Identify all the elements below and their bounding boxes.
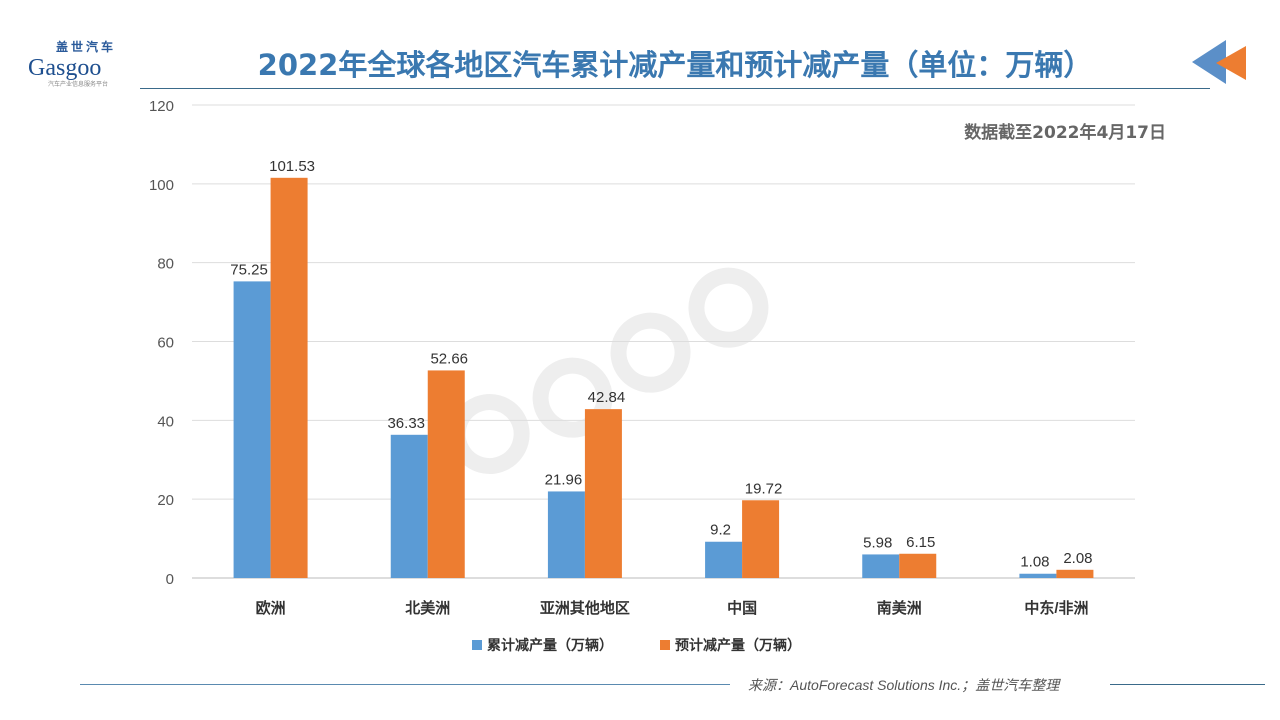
x-tick-label: 欧洲 (256, 599, 286, 617)
legend-label: 预计减产量（万辆） (675, 637, 801, 653)
bar-cumulative (233, 281, 271, 578)
bar-cumulative (390, 434, 428, 578)
legend-label: 累计减产量（万辆） (487, 637, 613, 653)
logo-sub: 汽车产业信息服务平台 (48, 81, 109, 88)
logo-en: Gasgoo (28, 55, 102, 81)
legend-swatch (660, 640, 670, 650)
watermark-graphic (449, 267, 769, 475)
footer-line-left (80, 684, 730, 685)
bar-cumulative (705, 541, 743, 578)
bar-forecast (270, 177, 308, 578)
data-label: 42.84 (588, 389, 626, 406)
logo-cn: 盖世汽车 (56, 40, 117, 54)
data-label: 19.72 (745, 480, 783, 497)
data-label: 101.53 (269, 158, 315, 175)
x-tick-label: 亚洲其他地区 (540, 599, 630, 617)
y-tick-label: 20 (157, 492, 174, 509)
data-label: 9.2 (710, 522, 731, 539)
y-tick-label: 100 (149, 177, 174, 194)
data-label: 21.96 (545, 471, 583, 488)
source-text: 来源：AutoForecast Solutions Inc.；盖世汽车整理 (748, 677, 1060, 693)
data-label: 1.08 (1020, 554, 1049, 571)
y-tick-label: 80 (157, 256, 174, 273)
y-tick-label: 0 (166, 571, 174, 588)
arrow-decoration-icon (1192, 40, 1246, 84)
bar-forecast (899, 553, 937, 578)
legend-swatch (472, 640, 482, 650)
x-tick-label: 中国 (727, 599, 757, 617)
bar-forecast (1056, 569, 1094, 578)
bar-forecast (427, 370, 465, 578)
bar-forecast (584, 409, 622, 578)
page-title: 2022年全球各地区汽车累计减产量和预计减产量（单位：万辆） (257, 48, 1093, 82)
bar-cumulative (1019, 573, 1057, 578)
y-tick-label: 40 (157, 413, 174, 430)
gasgoo-logo: 盖世汽车 Gasgoo 汽车产业信息服务平台 (22, 40, 134, 89)
bar-cumulative (547, 491, 585, 578)
data-date-note: 数据截至2022年4月17日 (964, 123, 1166, 143)
data-label: 6.15 (906, 534, 935, 551)
footer-line-right (1110, 684, 1265, 685)
y-tick-label: 120 (149, 98, 174, 115)
data-label: 52.66 (430, 350, 468, 367)
bar-cumulative (862, 554, 900, 578)
data-label: 36.33 (387, 415, 425, 432)
y-tick-label: 60 (157, 335, 174, 352)
title-divider (140, 88, 1210, 89)
x-tick-label: 北美洲 (405, 599, 450, 617)
x-tick-label: 中东/非洲 (1024, 599, 1088, 617)
data-label: 2.08 (1063, 550, 1092, 567)
bar-forecast (742, 500, 780, 578)
data-label: 75.25 (230, 261, 268, 278)
x-tick-label: 南美洲 (877, 599, 922, 617)
data-label: 5.98 (863, 534, 892, 551)
